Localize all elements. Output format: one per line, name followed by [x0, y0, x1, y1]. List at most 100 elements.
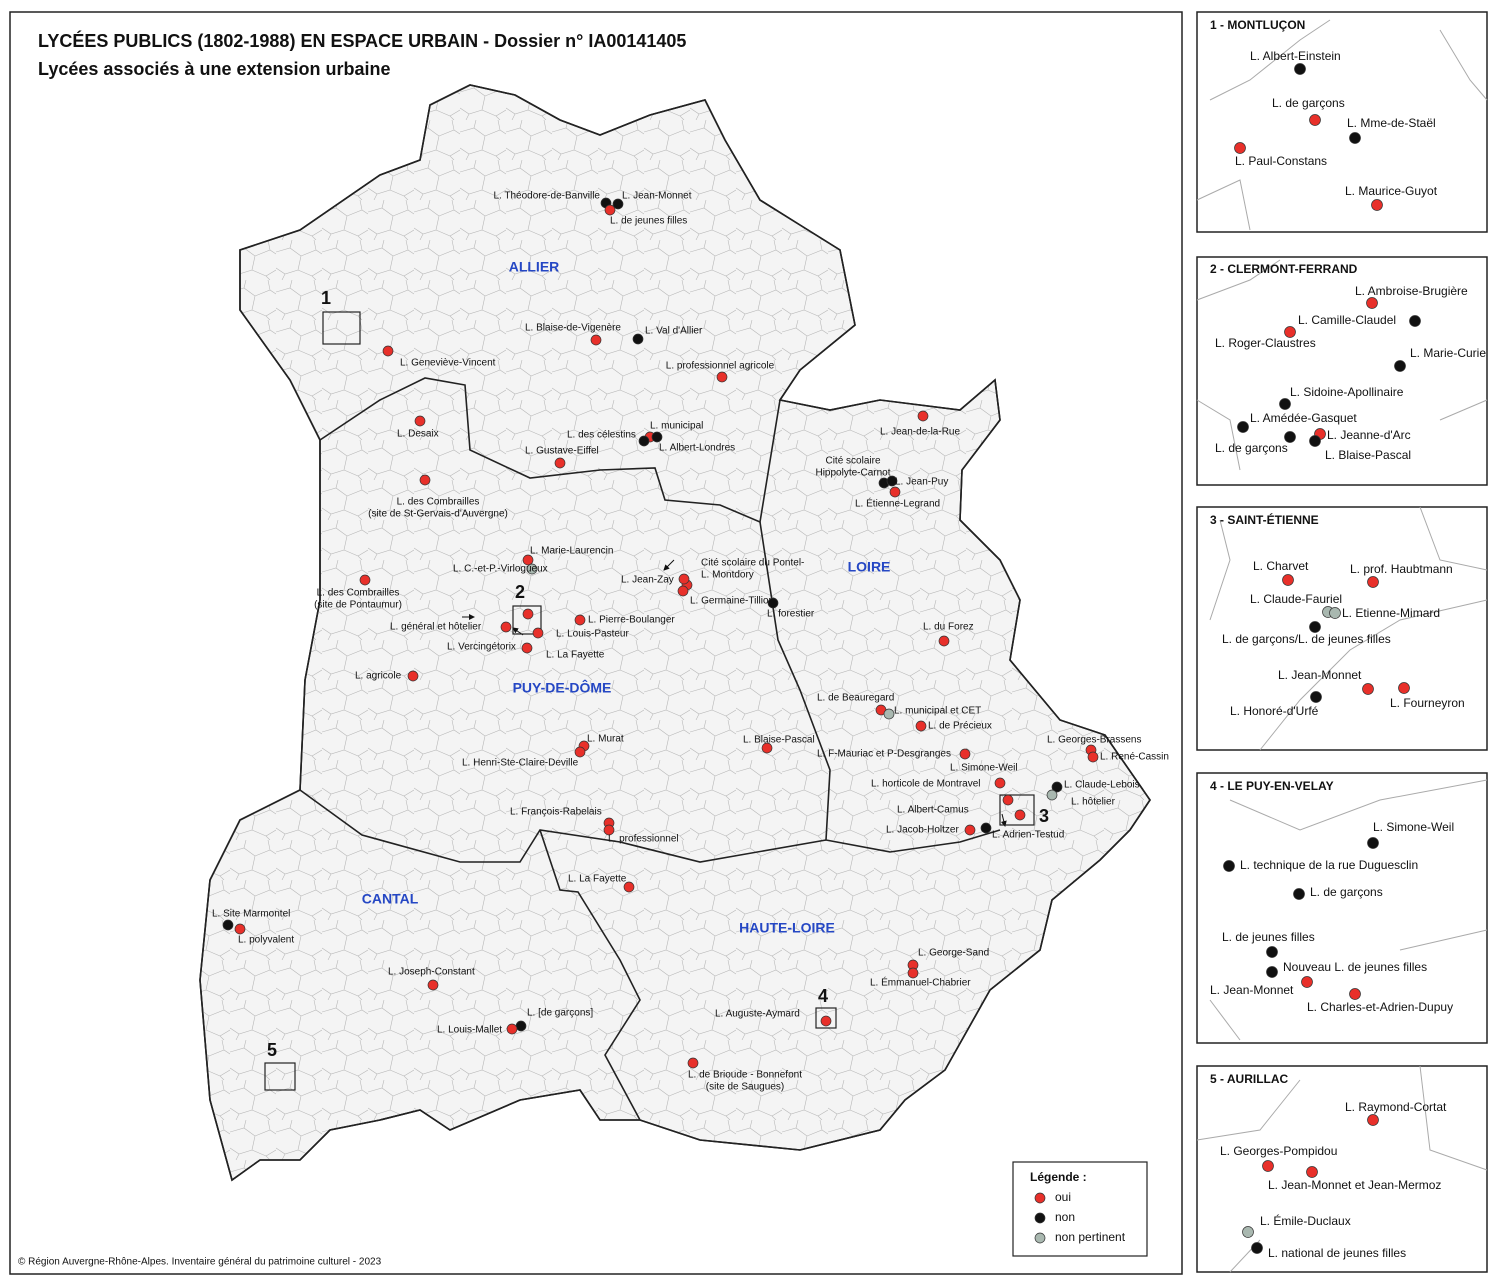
- lycee-label: L. Albert-Einstein: [1250, 49, 1341, 63]
- lycee-dot: [1242, 1226, 1254, 1238]
- lycee-dot: [506, 1023, 518, 1035]
- lycee-label: L. prof. Haubtmann: [1350, 562, 1453, 576]
- lycee-label: L. hôtelier: [1071, 797, 1116, 808]
- lycee-label: L. national de jeunes filles: [1268, 1246, 1406, 1260]
- lycee-dot: [1223, 860, 1235, 872]
- lycee-dot: [574, 614, 586, 626]
- lycee-dot: [1362, 683, 1374, 695]
- legend-swatch: [1034, 1192, 1046, 1204]
- lycee-label: L. Blaise-Pascal: [743, 735, 815, 746]
- lycee-label: L. Jacob-Holtzer: [886, 825, 959, 836]
- department-name: PUY-DE-DÔME: [513, 679, 612, 696]
- lycee-dot: [1349, 988, 1361, 1000]
- lycee-dot: [964, 824, 976, 836]
- lycee-label: L. Georges-Brassens: [1047, 735, 1142, 746]
- lycee-dot: [889, 486, 901, 498]
- lycee-dot: [1262, 1160, 1274, 1172]
- lycee-dot: [1014, 809, 1026, 821]
- legend-label: non pertinent: [1055, 1230, 1126, 1244]
- lycee-label: L. Camille-Claudel: [1298, 313, 1396, 327]
- lycee-dot: [1002, 794, 1014, 806]
- lycee-dot: [980, 822, 992, 834]
- lycee-label: L. Geneviève-Vincent: [400, 358, 496, 369]
- lycee-label: L. polyvalent: [238, 935, 294, 946]
- lycee-label: L. La Fayette: [546, 650, 605, 661]
- lycee-label: L. La Fayette: [568, 874, 627, 885]
- lycee-label: L. George-Sand: [918, 948, 989, 959]
- lycee-label: L. Jean-Puy: [895, 477, 948, 488]
- lycee-label: L. Pierre-Boulanger: [588, 615, 675, 626]
- lycee-dot: [522, 608, 534, 620]
- lycee-dot: [687, 1057, 699, 1069]
- lycee-dot: [1398, 682, 1410, 694]
- lycee-dot: [1367, 1114, 1379, 1126]
- lycee-dot: [419, 474, 431, 486]
- lycee-label: L. technique de la rue Duguesclin: [1240, 858, 1418, 872]
- department-name: CANTAL: [362, 891, 419, 907]
- lycee-dot: [359, 574, 371, 586]
- lycee-dot: [1371, 199, 1383, 211]
- lycee-label: L. Louis-Mallet: [437, 1025, 502, 1036]
- lycee-label: L. Jean-Monnet: [1278, 668, 1362, 682]
- inset-roads: [1196, 19, 1488, 1273]
- zone-number: 3: [1039, 806, 1049, 826]
- lycee-dot: [638, 435, 650, 447]
- lycee-dot: [959, 748, 971, 760]
- lycee-label: L. Charles-et-Adrien-Dupuy: [1307, 1000, 1453, 1014]
- lycee-dot: [1266, 966, 1278, 978]
- lycee-dot: [1294, 63, 1306, 75]
- lycee-label: L. Murat: [587, 734, 624, 745]
- lycee-label: L. Henri-Ste-Claire-Deville: [462, 758, 579, 769]
- department-name: ALLIER: [509, 259, 560, 275]
- lycee-dot: [907, 967, 919, 979]
- lycee-dot: [651, 431, 663, 443]
- lycee-label: L. Étienne-Legrand: [855, 497, 940, 510]
- lycee-label: Cité scolaire: [825, 456, 880, 467]
- lycee-dot: [427, 979, 439, 991]
- lycee-label: L. Fourneyron: [1390, 696, 1465, 710]
- lycee-label: L. Albert-Londres: [659, 443, 735, 454]
- lycee-dot: [1309, 114, 1321, 126]
- lycee-label: L. Jean-Monnet: [1210, 983, 1294, 997]
- lycee-dot: [515, 1020, 527, 1032]
- lycee-dot: [1309, 435, 1321, 447]
- lycee-label: L. professionnel: [608, 834, 679, 845]
- lycee-label: L. professionnel agricole: [666, 361, 775, 372]
- lycee-label: L. Joseph-Constant: [388, 967, 475, 978]
- lycee-label: L. Louis-Pasteur: [556, 629, 629, 640]
- lycee-dot: [938, 635, 950, 647]
- legend-swatch: [1034, 1232, 1046, 1244]
- lycee-dot: [414, 415, 426, 427]
- lycee-dot: [623, 881, 635, 893]
- lycee-label: L. général et hôtelier: [390, 622, 482, 633]
- lycee-label: L. Desaix: [397, 429, 439, 440]
- lycee-label: L. René-Cassin: [1100, 752, 1169, 763]
- zone-number: 1: [321, 288, 331, 308]
- lycee-dot: [234, 923, 246, 935]
- lycee-dot: [603, 824, 615, 836]
- lycee-label: L. des Combrailles: [397, 497, 480, 508]
- zone-number: 4: [818, 986, 828, 1006]
- lycee-dot: [590, 334, 602, 346]
- lycee-label: L. forestier: [767, 609, 815, 620]
- lycee-dot: [1366, 297, 1378, 309]
- lycee-label: L. F-Mauriac et P-Desgranges: [817, 749, 951, 760]
- lycee-label: L. Germaine-Tillion: [690, 596, 774, 607]
- lycee-label: L. Sidoine-Apollinaire: [1290, 385, 1404, 399]
- lycee-dot: [522, 554, 534, 566]
- lycee-dot: [886, 475, 898, 487]
- lycee-label: (site de Saugues): [706, 1082, 784, 1093]
- lycee-label: L. Émmanuel-Chabrier: [870, 976, 971, 989]
- lycee-dot: [222, 919, 234, 931]
- lycee-label: L. Val d'Allier: [645, 326, 703, 337]
- lycee-label: L. Georges-Pompidou: [1220, 1144, 1337, 1158]
- lycee-dot: [1237, 421, 1249, 433]
- inset-title: 1 - MONTLUÇON: [1210, 18, 1305, 32]
- lycee-dot: [407, 670, 419, 682]
- lycee-label: L. [de garçons]: [527, 1008, 593, 1019]
- lycee-dot: [1284, 431, 1296, 443]
- lycee-dot: [1234, 142, 1246, 154]
- lycee-label: L. Site Marmontel: [212, 909, 290, 920]
- lycee-label: Cité scolaire du Pontel-: [701, 558, 804, 569]
- lycee-dot: [1367, 576, 1379, 588]
